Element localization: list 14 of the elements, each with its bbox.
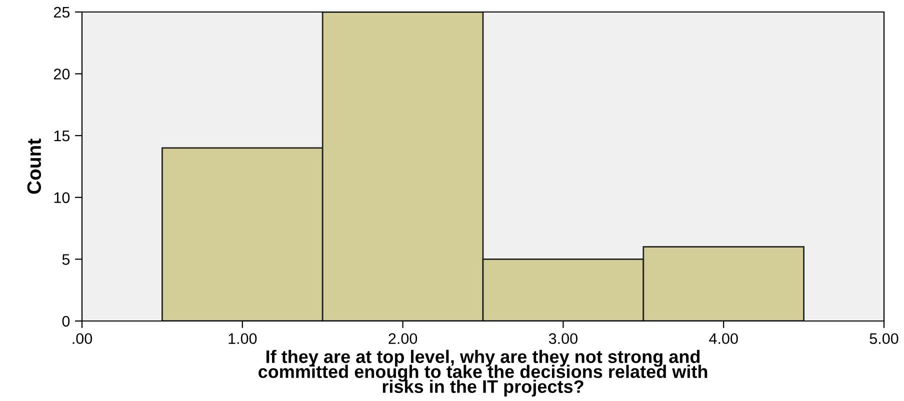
x-tick-label: 4.00 xyxy=(709,333,738,344)
y-tick-label: 15 xyxy=(54,130,70,142)
y-tick-label: 20 xyxy=(54,68,70,80)
y-axis-title: Count xyxy=(27,138,42,194)
y-tick-label: 0 xyxy=(62,316,70,327)
x-tick-label: 3.00 xyxy=(548,333,578,344)
x-tick-label: 2.00 xyxy=(388,333,418,344)
x-tick-label: .00 xyxy=(72,333,92,344)
y-tick-label: 5 xyxy=(62,254,70,265)
y-tick-label: 10 xyxy=(54,192,70,204)
x-tick-label: 5.00 xyxy=(870,333,898,344)
x-tick-label: 1.00 xyxy=(228,333,257,344)
y-tick-label: 25 xyxy=(54,6,70,18)
x-axis-title: If they are at top level, why are they not strong and committed enough to take the decisions related with risks in the IT projects? xyxy=(258,350,708,397)
